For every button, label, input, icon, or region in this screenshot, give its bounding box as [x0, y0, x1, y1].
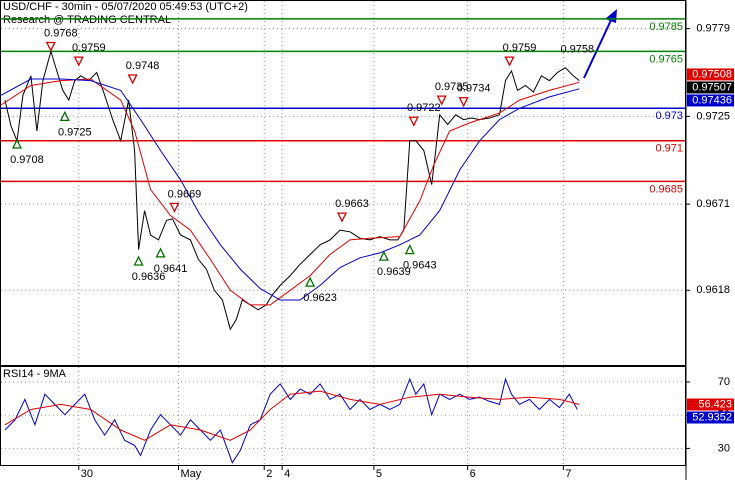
down-marker	[436, 95, 447, 106]
annotation-label: 0.9725	[58, 126, 92, 138]
up-marker	[155, 247, 166, 258]
down-marker	[458, 97, 469, 108]
price-label: 56.423	[698, 398, 732, 410]
annotation-label: 0.9748	[126, 60, 160, 72]
level-label: 0.971	[655, 143, 683, 155]
y-tick-label: 0.9779	[696, 23, 730, 35]
down-marker	[45, 41, 56, 52]
price-panel	[0, 0, 686, 366]
level-label: 0.973	[655, 110, 683, 122]
x-tick-label: 2	[266, 468, 272, 480]
down-marker	[73, 56, 84, 67]
series-line	[0, 78, 580, 301]
annotation-label: 0.9623	[303, 292, 337, 304]
annotation-label: 0.9643	[403, 260, 437, 272]
up-marker	[11, 138, 23, 149]
up-marker	[305, 276, 316, 287]
y-tick-label: 30	[718, 442, 730, 454]
x-tick-label: 6	[470, 468, 476, 480]
annotation-label: 0.9669	[168, 188, 202, 200]
price-box	[687, 81, 734, 94]
annotation-label: 0.9734	[457, 83, 491, 95]
annotation-label: 0.9708	[10, 154, 44, 166]
price-label: 0.97508	[692, 68, 732, 80]
series-line	[4, 390, 580, 441]
level-label: 0.9785	[649, 21, 683, 33]
price-label: 0.97507	[692, 81, 732, 93]
level-label: 0.9685	[649, 183, 683, 195]
rsi-title: RSI14 - 9MA	[3, 368, 67, 380]
price-label: 52.9352	[692, 411, 732, 423]
down-marker	[504, 56, 515, 67]
down-marker	[169, 202, 180, 213]
up-marker	[59, 110, 70, 122]
chart-subtitle: Research @ TRADING CENTRAL	[3, 14, 171, 26]
price-box	[687, 398, 734, 411]
annotation-label: 0.9641	[154, 263, 188, 275]
annotation-label: 0.9636	[132, 271, 166, 283]
annotation-label: 0.9759	[72, 42, 106, 54]
x-tick-label: 4	[284, 468, 290, 480]
y-tick-label: 0.9671	[696, 198, 730, 210]
series-line	[0, 78, 580, 306]
chart-title: USD/CHF - 30min - 05/07/2020 05:49:53 (U…	[3, 1, 248, 13]
annotation-label: 0.9639	[377, 266, 411, 278]
annotation-label: 0.9758	[560, 44, 594, 56]
series-line	[4, 377, 578, 464]
price-box	[687, 411, 734, 424]
y-tick-label: 0.9618	[696, 284, 730, 296]
x-tick-label: 30	[81, 468, 93, 480]
price-label: 0.97436	[692, 94, 732, 106]
rsi-panel	[0, 366, 686, 466]
up-marker	[133, 255, 144, 266]
y-tick-label: 0.9725	[696, 110, 730, 122]
down-marker	[408, 116, 419, 127]
annotation-label: 0.9768	[44, 27, 78, 39]
level-label: 0.9765	[649, 53, 683, 65]
annotation-label: 0.9759	[503, 42, 537, 54]
x-tick-label: 5	[376, 468, 382, 480]
annotation-label: 0.9735	[435, 81, 469, 93]
x-tick-label: 7	[565, 468, 571, 480]
down-marker	[127, 74, 138, 85]
down-marker	[336, 212, 348, 223]
annotation-label: 0.9663	[335, 198, 369, 210]
x-tick-label: May	[180, 468, 201, 480]
up-marker	[404, 244, 415, 255]
annotation-label: 0.9722	[407, 102, 441, 114]
price-box	[687, 68, 734, 81]
y-tick-label: 70	[718, 376, 730, 388]
up-marker	[378, 250, 389, 261]
price-box	[687, 94, 734, 107]
